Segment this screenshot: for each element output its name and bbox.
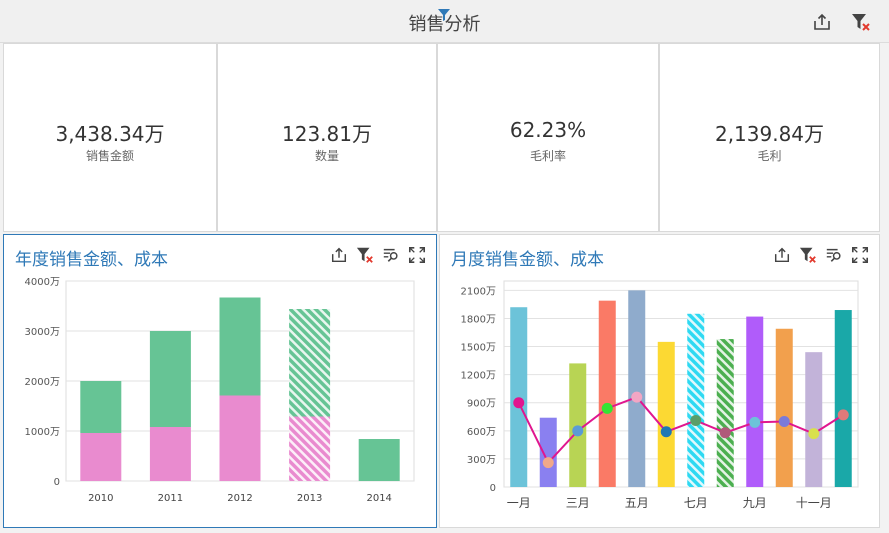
x-tick-label: 七月: [684, 496, 708, 510]
line-point-五月: [631, 391, 643, 403]
bar-2011-s1: [149, 331, 191, 427]
x-tick-label: 2014: [366, 493, 391, 504]
export-icon[interactable]: [812, 12, 832, 32]
x-tick-label: 三月: [566, 496, 590, 510]
y-tick-label: 4000万: [25, 277, 60, 288]
x-tick-label: 2011: [158, 493, 183, 504]
line-point-七月: [690, 415, 702, 427]
x-tick-label: 2010: [88, 493, 113, 504]
x-tick-label: 2012: [227, 493, 252, 504]
yearly-bar-chart: 0 1000万 2000万 3000万 4000万 2010 2011 2012 2013 201…: [25, 277, 415, 504]
filter-indicator-icon[interactable]: [438, 9, 450, 21]
drill-search-icon[interactable]: [382, 246, 400, 264]
y-tick-label: 1500万: [461, 343, 496, 354]
y-tick-label: 600万: [467, 427, 496, 438]
x-tick-label: 一月: [507, 496, 531, 510]
line-point-十月: [778, 415, 790, 427]
kpi-value: 2,139.84万: [714, 122, 825, 146]
y-tick-label: 1000万: [25, 427, 60, 438]
bar-十月: [775, 328, 793, 487]
panel-title: 年度销售金额、成本: [15, 250, 168, 270]
y-tick-label: 2100万: [461, 286, 496, 297]
dashboard-title-bar: 销售分析: [0, 0, 889, 43]
drill-search-icon[interactable]: [825, 246, 843, 264]
bar-十一月: [805, 352, 823, 487]
x-tick-label: 十一月: [796, 496, 832, 510]
clear-filter-icon[interactable]: [356, 246, 374, 264]
line-point-四月: [601, 402, 613, 414]
line-point-二月: [542, 457, 554, 469]
kpi-value: 62.23%: [509, 118, 587, 142]
bar-2011-s0: [149, 427, 191, 481]
panel-toolbar: [330, 246, 426, 266]
plot-area-frame: [503, 280, 859, 488]
bar-三月: [569, 363, 587, 487]
kpi-label: 毛利率: [529, 149, 566, 163]
x-tick-label: 五月: [625, 496, 649, 510]
monthly-sales-cost-panel[interactable]: 月度销售金额、成本 0 300万 600万 900万 1200万 1500万 1800万 21…: [439, 234, 880, 528]
line-point-六月: [660, 426, 672, 438]
y-tick-label: 0: [490, 483, 496, 494]
kpi-label: 销售金额: [85, 149, 134, 163]
maximize-icon[interactable]: [851, 246, 869, 264]
clear-filter-icon[interactable]: [799, 246, 817, 264]
line-point-八月: [719, 427, 731, 439]
y-tick-label: 1800万: [461, 314, 496, 325]
export-icon[interactable]: [330, 246, 348, 264]
cost-line: [517, 395, 844, 465]
line-point-三月: [572, 425, 584, 437]
maximize-icon[interactable]: [408, 246, 426, 264]
dashboard-title: 销售分析: [408, 14, 481, 35]
bar-四月: [598, 300, 616, 487]
yearly-sales-cost-panel[interactable]: 年度销售金额、成本 0 1000万 2000万 3000万 4000万 2010 2011 2…: [3, 234, 437, 528]
clear-filter-icon[interactable]: [851, 12, 871, 32]
bar-二月: [539, 417, 557, 487]
bar-一月: [510, 307, 528, 487]
bar-2014-s1: [358, 439, 400, 481]
bar-九月: [746, 316, 764, 487]
bar-2010-s1: [80, 381, 122, 433]
bar-六月: [657, 341, 675, 487]
bar-2013-s1: [289, 309, 331, 417]
bar-八月: [716, 339, 734, 487]
bar-2012-s0: [219, 395, 261, 481]
bar-2010-s0: [80, 433, 122, 481]
bar-2012-s1: [219, 297, 261, 396]
kpi-card-sales[interactable]: 3,438.34万 销售金额: [3, 43, 217, 232]
kpi-value: 123.81万: [282, 122, 372, 146]
y-tick-label: 0: [54, 477, 60, 488]
kpi-label: 毛利: [757, 149, 782, 163]
bar-2013-s0: [289, 416, 331, 481]
kpi-card-gross-profit[interactable]: 2,139.84万 毛利: [659, 43, 880, 232]
y-tick-label: 300万: [467, 455, 496, 466]
y-tick-label: 2000万: [25, 377, 60, 388]
panel-title: 月度销售金额、成本: [451, 250, 604, 270]
y-tick-label: 900万: [467, 399, 496, 410]
export-icon[interactable]: [773, 246, 791, 264]
y-tick-label: 1200万: [461, 371, 496, 382]
line-point-一月: [513, 397, 525, 409]
bar-七月: [687, 313, 705, 487]
line-point-十二月: [837, 409, 849, 421]
x-tick-label: 2013: [297, 493, 322, 504]
kpi-value: 3,438.34万: [55, 122, 165, 146]
panel-toolbar: [773, 246, 869, 266]
bar-十二月: [834, 310, 852, 487]
kpi-card-quantity[interactable]: 123.81万 数量: [217, 43, 437, 232]
bar-五月: [628, 290, 646, 487]
kpi-card-margin-rate[interactable]: 62.23% 毛利率: [437, 43, 659, 232]
y-tick-label: 3000万: [25, 327, 60, 338]
line-point-九月: [749, 416, 761, 428]
line-point-十一月: [808, 428, 820, 440]
kpi-label: 数量: [314, 149, 339, 163]
x-tick-label: 九月: [743, 496, 767, 510]
